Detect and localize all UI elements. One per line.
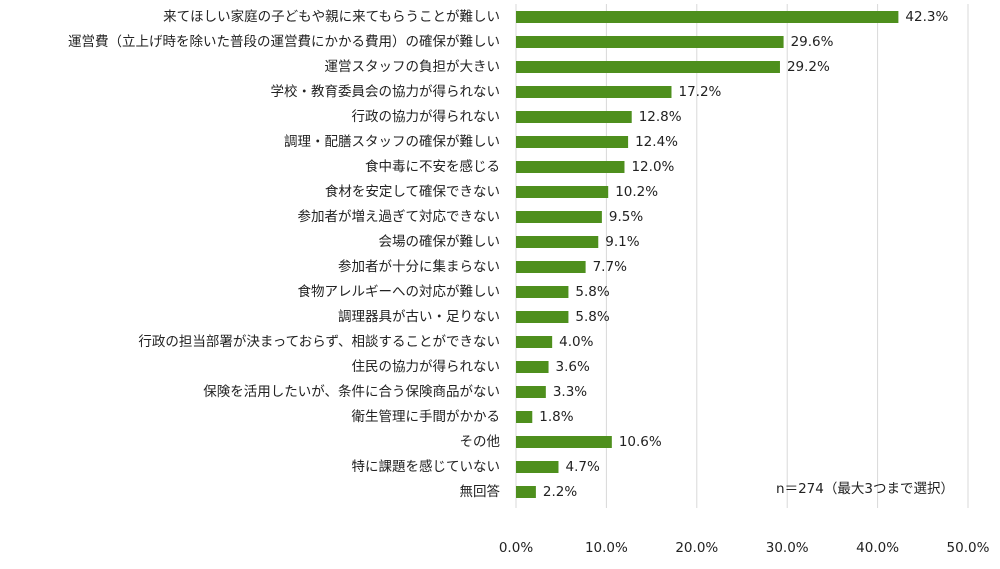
bar [516, 61, 780, 73]
value-label: 5.8% [575, 284, 609, 300]
bar [516, 11, 899, 23]
x-tick-label: 0.0% [499, 540, 533, 556]
value-label: 7.7% [593, 259, 627, 275]
bar [516, 86, 672, 98]
y-tick-label: 保険を活用したいが、条件に合う保険商品がない [203, 383, 500, 400]
bar [516, 436, 612, 448]
x-tick-label: 20.0% [675, 540, 718, 556]
y-tick-label: 行政の協力が得られない [352, 108, 501, 125]
y-tick-label: 衛生管理に手間がかかる [352, 409, 501, 425]
value-label: 10.2% [615, 184, 658, 200]
value-label: 42.3% [905, 9, 948, 25]
value-label: 12.0% [631, 159, 674, 175]
y-tick-label: 住民の協力が得られない [352, 358, 501, 375]
value-label: 17.2% [678, 84, 721, 100]
value-label: 29.6% [791, 34, 834, 50]
y-tick-label: 運営費（立上げ時を除いた普段の運営費にかかる費用）の確保が難しい [68, 34, 500, 50]
value-label: 10.6% [619, 434, 662, 450]
bar [516, 286, 569, 298]
y-tick-label: 会場の確保が難しい [379, 234, 501, 250]
bar [516, 411, 533, 423]
bar [516, 311, 569, 323]
y-tick-label: 調理・配膳スタッフの確保が難しい [284, 133, 500, 150]
y-tick-label: 無回答 [460, 483, 501, 500]
y-tick-label: 食中毒に不安を感じる [365, 158, 500, 175]
value-label: 29.2% [787, 59, 830, 75]
y-tick-label: 来てほしい家庭の子どもや親に来てもらうことが難しい [163, 8, 500, 25]
y-tick-label: 食物アレルギーへの対応が難しい [298, 283, 501, 300]
value-label: 12.8% [639, 109, 682, 125]
bar [516, 236, 599, 248]
bar [516, 111, 632, 123]
bar [516, 161, 625, 173]
x-tick-label: 10.0% [585, 540, 628, 556]
bar [516, 211, 602, 223]
y-tick-label: 行政の担当部署が決まっておらず、相談することができない [138, 334, 500, 350]
x-tick-label: 40.0% [856, 540, 899, 556]
value-label: 5.8% [575, 309, 609, 325]
value-label: 1.8% [539, 409, 573, 425]
value-label: 12.4% [635, 134, 678, 150]
value-label: 4.0% [559, 334, 593, 350]
y-tick-label: 調理器具が古い・足りない [338, 309, 500, 325]
value-label: 2.2% [543, 484, 577, 500]
y-tick-label: 参加者が増え過ぎて対応できない [298, 208, 501, 225]
value-label: 4.7% [565, 459, 599, 475]
bar [516, 361, 549, 373]
value-label: 3.3% [553, 384, 587, 400]
bar [516, 486, 536, 498]
value-label: 9.5% [609, 209, 643, 225]
bar [516, 261, 586, 273]
bar [516, 36, 784, 48]
bar [516, 461, 559, 473]
y-tick-label: 特に課題を感じていない [352, 458, 501, 475]
value-label: 3.6% [556, 359, 590, 375]
y-tick-label: 参加者が十分に集まらない [338, 258, 500, 275]
bar [516, 386, 546, 398]
value-label: 9.1% [605, 234, 639, 250]
x-tick-label: 30.0% [766, 540, 809, 556]
bar [516, 186, 609, 198]
y-tick-label: その他 [460, 434, 501, 450]
y-tick-label: 運営スタッフの負担が大きい [325, 59, 501, 75]
annotation: n＝274（最大3つまで選択） [776, 481, 954, 497]
y-tick-label: 学校・教育委員会の協力が得られない [271, 83, 501, 100]
bar [516, 336, 553, 348]
x-tick-label: 50.0% [947, 540, 990, 556]
bar [516, 136, 629, 148]
y-tick-label: 食材を安定して確保できない [325, 183, 500, 200]
